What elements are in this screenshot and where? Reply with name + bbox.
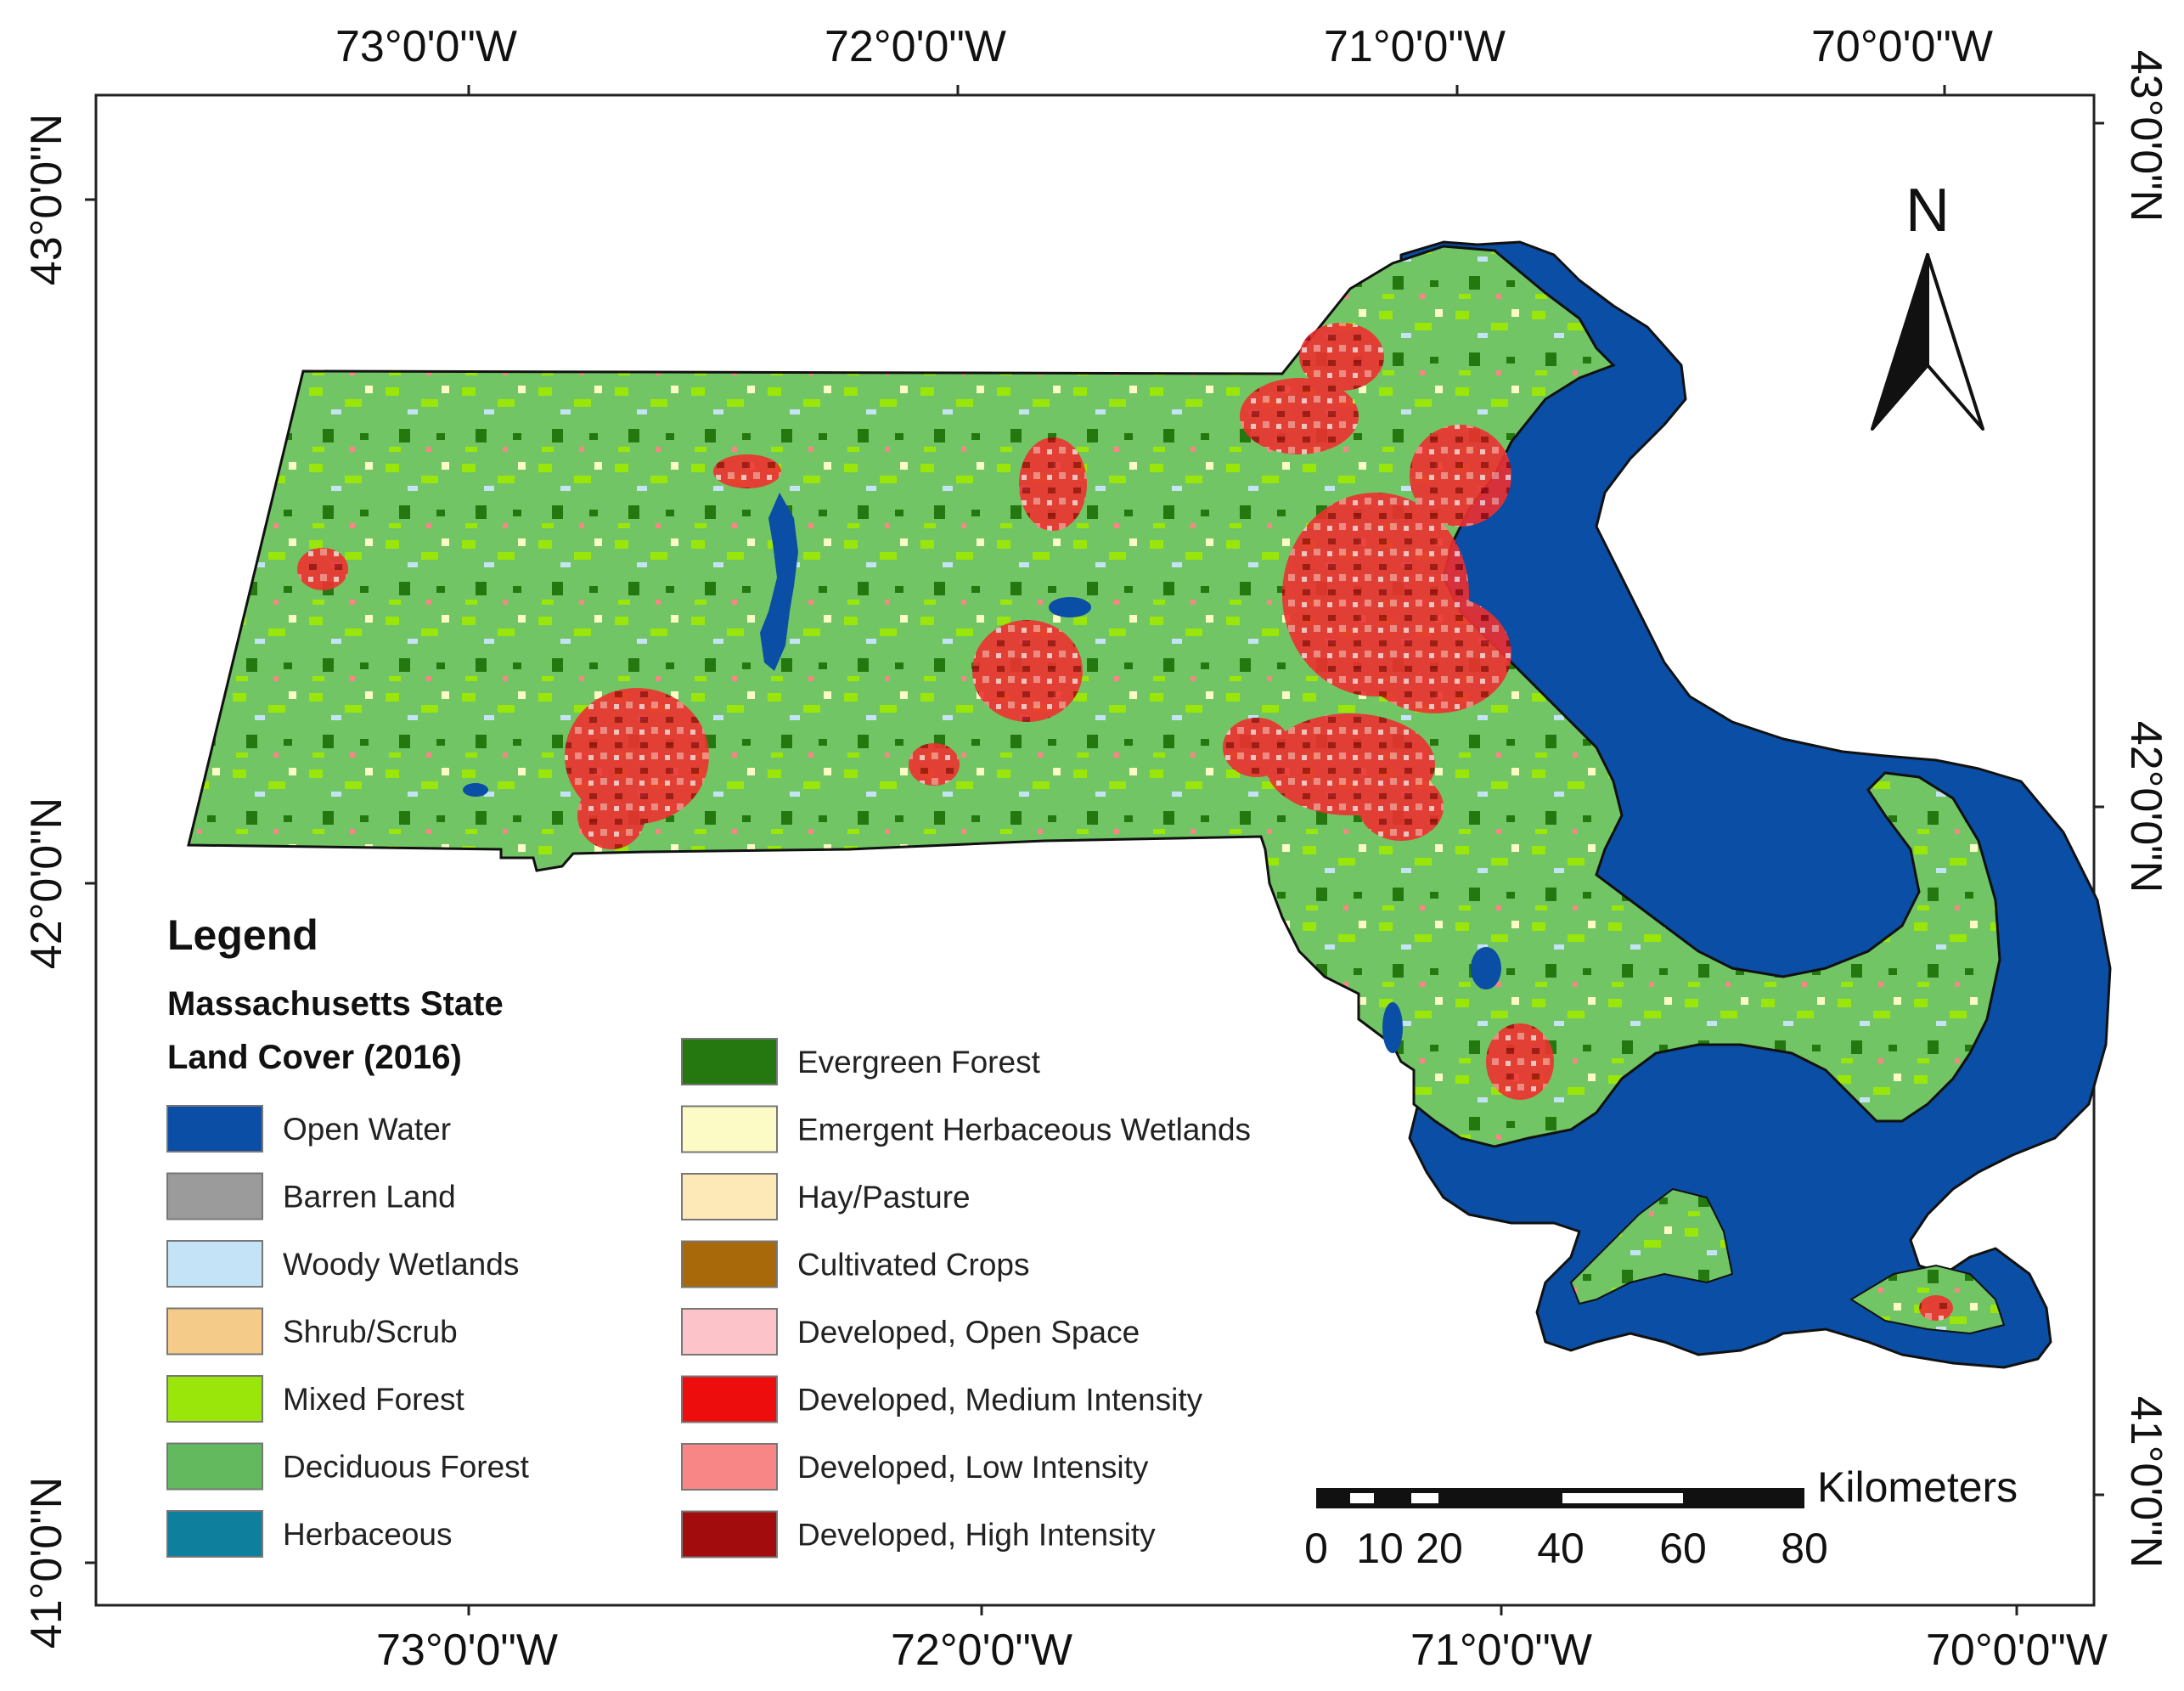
legend-item: Herbaceous xyxy=(166,1510,453,1558)
legend-item: Shrub/Scrub xyxy=(166,1307,458,1356)
left-lat-label: 43°0'0"N xyxy=(22,114,71,285)
legend-item: Developed, High Intensity xyxy=(681,1510,1156,1559)
legend-swatch xyxy=(166,1105,263,1153)
legend-subtitle: Massachusetts State xyxy=(167,985,504,1023)
legend-items: Open Water Barren Land Woody Wetlands Shrub… xyxy=(166,1038,1251,1559)
right-lat-label: 42°0'0"N xyxy=(2121,721,2170,893)
legend-item: Cultivated Crops xyxy=(681,1240,1030,1288)
scale-tick-label: 80 xyxy=(1781,1525,1828,1572)
top-lon-label: 71°0'0"W xyxy=(1324,22,1506,71)
scale-tick-label: 20 xyxy=(1416,1525,1463,1572)
scale-tick-label: 10 xyxy=(1356,1525,1404,1572)
legend-swatch xyxy=(681,1105,778,1153)
legend-swatch xyxy=(681,1510,778,1559)
legend-label: Developed, High Intensity xyxy=(797,1518,1156,1553)
north-arrow: N xyxy=(1871,177,1984,431)
right-lat-label: 41°0'0"N xyxy=(2121,1396,2170,1568)
legend-item: Deciduous Forest xyxy=(166,1442,530,1491)
legend-item: Developed, Open Space xyxy=(681,1308,1140,1356)
north-label: N xyxy=(1905,177,1950,245)
legend-label: Evergreen Forest xyxy=(797,1045,1041,1079)
legend-label: Developed, Low Intensity xyxy=(797,1450,1149,1485)
legend-label: Mixed Forest xyxy=(283,1382,465,1417)
developed-areas xyxy=(297,323,1953,1321)
bottom-lon-label: 71°0'0"W xyxy=(1410,1626,1592,1675)
top-lon-label: 73°0'0"W xyxy=(335,22,517,71)
legend-title: Legend xyxy=(167,911,318,959)
left-latitude-labels: 43°0'0"N 42°0'0"N 41°0'0"N xyxy=(22,114,71,1649)
islands xyxy=(1569,1187,2006,1335)
legend-item: Woody Wetlands xyxy=(166,1240,519,1288)
legend-swatch xyxy=(681,1308,778,1356)
legend-label: Developed, Open Space xyxy=(797,1315,1140,1350)
legend-label: Shrub/Scrub xyxy=(283,1315,458,1350)
legend-label: Open Water xyxy=(283,1112,451,1147)
map-frame xyxy=(94,93,2096,1607)
legend-item: Developed, Medium Intensity xyxy=(681,1375,1203,1423)
legend-swatch xyxy=(681,1375,778,1423)
legend-subtitle: Land Cover (2016) xyxy=(167,1039,462,1076)
scale-bar: Kilometers 0 10 20 40 60 80 xyxy=(1304,1463,2018,1572)
legend-swatch xyxy=(166,1240,263,1288)
legend-item: Developed, Low Intensity xyxy=(681,1443,1149,1491)
legend-label: Developed, Medium Intensity xyxy=(797,1383,1203,1418)
legend-swatch xyxy=(166,1375,263,1423)
legend-label: Herbaceous xyxy=(283,1517,453,1552)
legend-item: Emergent Herbaceous Wetlands xyxy=(681,1105,1251,1153)
scale-unit: Kilometers xyxy=(1817,1463,2018,1511)
legend-swatch xyxy=(166,1442,263,1491)
left-lat-label: 41°0'0"N xyxy=(22,1477,71,1649)
bottom-lon-label: 73°0'0"W xyxy=(376,1626,558,1675)
right-latitude-labels: 43°0'0"N 42°0'0"N 41°0'0"N xyxy=(2121,50,2170,1568)
top-lon-label: 72°0'0"W xyxy=(825,22,1006,71)
scale-tick-label: 0 xyxy=(1304,1525,1328,1572)
right-lat-label: 43°0'0"N xyxy=(2121,50,2170,222)
legend-label: Cultivated Crops xyxy=(797,1248,1030,1282)
top-longitude-labels: 73°0'0"W 72°0'0"W 71°0'0"W 70°0'0"W xyxy=(335,22,1993,71)
legend-label: Deciduous Forest xyxy=(283,1450,530,1485)
legend-swatch xyxy=(681,1443,778,1491)
legend-swatch xyxy=(166,1510,263,1558)
legend-item: Open Water xyxy=(166,1105,451,1153)
legend: Legend Massachusetts State Land Cover (2… xyxy=(166,911,1251,1559)
legend-swatch xyxy=(681,1240,778,1288)
legend-label: Barren Land xyxy=(283,1180,456,1215)
legend-swatch xyxy=(166,1307,263,1356)
legend-swatch xyxy=(681,1173,778,1220)
scale-tick-label: 60 xyxy=(1659,1525,1707,1572)
legend-swatch xyxy=(681,1038,778,1085)
left-lat-label: 42°0'0"N xyxy=(22,798,71,969)
bottom-lon-label: 72°0'0"W xyxy=(891,1626,1072,1675)
legend-label: Hay/Pasture xyxy=(797,1180,971,1215)
legend-item: Mixed Forest xyxy=(166,1375,465,1423)
bottom-lon-label: 70°0'0"W xyxy=(1926,1626,2108,1675)
legend-item: Barren Land xyxy=(166,1172,456,1220)
north-arrow-icon xyxy=(1871,253,1929,431)
scale-tick-label: 40 xyxy=(1537,1525,1585,1572)
legend-swatch xyxy=(166,1172,263,1220)
bottom-longitude-labels: 73°0'0"W 72°0'0"W 71°0'0"W 70°0'0"W xyxy=(376,1626,2108,1675)
frame-ticks xyxy=(85,85,2104,1615)
inland-water xyxy=(463,493,1501,1053)
legend-item: Evergreen Forest xyxy=(681,1038,1041,1085)
top-lon-label: 70°0'0"W xyxy=(1811,22,1993,71)
legend-label: Woody Wetlands xyxy=(283,1247,519,1282)
legend-item: Hay/Pasture xyxy=(681,1173,971,1220)
legend-label: Emergent Herbaceous Wetlands xyxy=(797,1113,1251,1147)
